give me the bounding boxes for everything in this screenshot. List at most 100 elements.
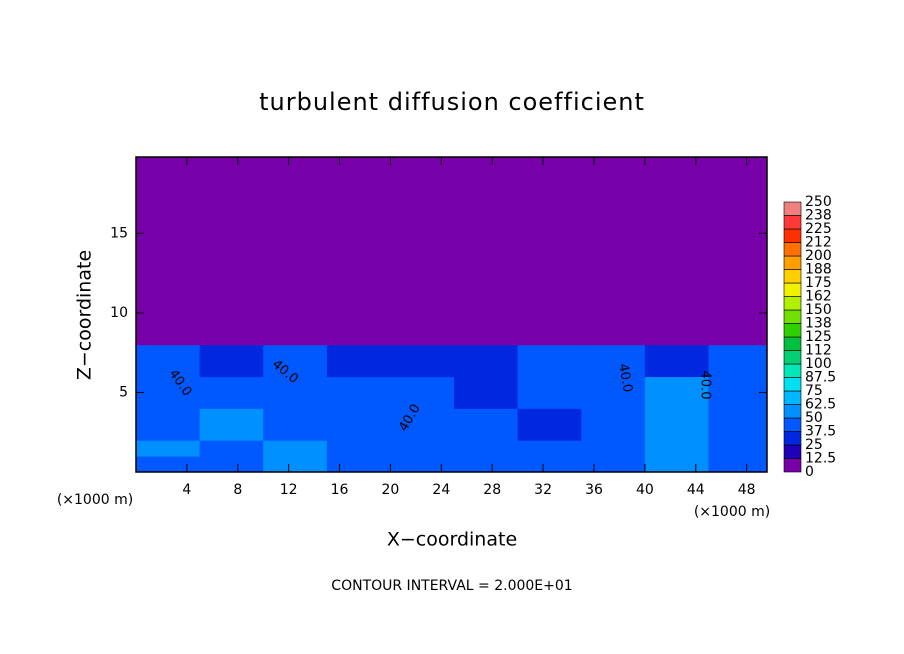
colorbar-swatch (783, 363, 802, 378)
heatmap-cell (581, 376, 646, 409)
heatmap-cell (454, 408, 519, 441)
y-tick-label: 10 (110, 305, 128, 321)
colorbar-label: 138 (805, 316, 832, 332)
heatmap-cell (581, 157, 646, 346)
heatmap-cell (517, 440, 582, 457)
heatmap-cell (708, 157, 768, 346)
colorbar-label: 87.5 (805, 370, 836, 386)
colorbar-label: 37.5 (805, 424, 836, 440)
colorbar-label: 150 (805, 302, 832, 318)
heatmap-cell (390, 440, 455, 457)
colorbar-label: 162 (805, 289, 832, 305)
colorbar-label: 0 (805, 464, 814, 480)
contour-label: 40.0 (698, 371, 713, 400)
heatmap-cell (454, 440, 519, 457)
heatmap-cell (454, 344, 519, 378)
colorbar-label: 100 (805, 356, 832, 372)
colorbar-label: 25 (805, 437, 823, 453)
heatmap-cell (644, 456, 709, 473)
colorbar-swatch (783, 215, 802, 230)
colorbar-swatch (783, 417, 802, 432)
heatmap-cell (708, 408, 768, 441)
colorbar-swatch (783, 404, 802, 419)
heatmap-cell (517, 408, 582, 441)
colorbar-swatch (783, 228, 802, 243)
colorbar-swatch (783, 377, 802, 392)
heatmap-cell (326, 157, 391, 346)
x-tick-label: 48 (738, 482, 756, 498)
heatmap-cell (390, 344, 455, 378)
colorbar-swatch (783, 336, 802, 351)
colorbar-label: 75 (805, 383, 823, 399)
heatmap-cell (263, 408, 328, 441)
heatmap-cell (136, 456, 201, 473)
y-tick-label: 5 (119, 384, 128, 400)
x-axis-label: X−coordinate (387, 529, 517, 551)
colorbar-label: 250 (805, 194, 832, 210)
heatmap-cell (581, 440, 646, 457)
colorbar-swatch (783, 390, 802, 405)
heatmap-cell (326, 376, 391, 409)
heatmap-cell (326, 440, 391, 457)
heatmap-cell (517, 456, 582, 473)
colorbar-swatch (783, 444, 802, 459)
colorbar-swatch (783, 350, 802, 365)
heatmap-cell (199, 157, 264, 346)
heatmap-cell (581, 456, 646, 473)
chart-title: turbulent diffusion coefficient (259, 88, 645, 116)
colorbar-label: 50 (805, 410, 823, 426)
colorbar-swatch (783, 431, 802, 446)
colorbar-swatch (783, 242, 802, 257)
heatmap-cell (644, 344, 709, 378)
heatmap-cell (263, 344, 328, 378)
colorbar-label: 125 (805, 329, 832, 345)
x-tick-label: 32 (534, 482, 552, 498)
heatmap-cell (517, 344, 582, 378)
heatmap-cell (517, 376, 582, 409)
heatmap-cell (199, 440, 264, 457)
colorbar-swatch (783, 458, 802, 473)
y-tick-label: 15 (110, 225, 128, 241)
heatmap-cell (136, 440, 201, 457)
x-tick-label: 40 (636, 482, 654, 498)
x-tick-label: 44 (687, 482, 705, 498)
colorbar-swatch (783, 296, 802, 311)
colorbar-label: 225 (805, 221, 832, 237)
heatmap-cell (517, 157, 582, 346)
colorbar-swatch (783, 282, 802, 297)
heatmap-cell (644, 440, 709, 457)
colorbar-label: 238 (805, 208, 832, 224)
contour-note: CONTOUR INTERVAL = 2.000E+01 (331, 578, 572, 594)
heatmap-cell (263, 157, 328, 346)
heatmap-cell (263, 456, 328, 473)
colorbar-label: 200 (805, 248, 832, 264)
heatmap-cell (326, 456, 391, 473)
heatmap-cell (454, 456, 519, 473)
heatmap-cell (708, 456, 768, 473)
heatmap-cell (708, 376, 768, 409)
heatmap-cell (136, 408, 201, 441)
colorbar-label: 62.5 (805, 397, 836, 413)
x-tick-label: 8 (233, 482, 242, 498)
heatmap-cell (136, 344, 201, 378)
heatmap-cell (390, 408, 455, 441)
heatmap-cell (199, 456, 264, 473)
heatmap-cell (136, 376, 201, 409)
heatmap-cell (644, 376, 709, 409)
heatmap-cell (390, 456, 455, 473)
colorbar-label: 175 (805, 275, 832, 291)
heatmap-cell (326, 408, 391, 441)
x-tick-label: 24 (432, 482, 450, 498)
x-tick-label: 12 (280, 482, 298, 498)
heatmap-cell (708, 440, 768, 457)
x-unit: (×1000 m) (694, 504, 770, 520)
heatmap-cell (581, 344, 646, 378)
y-axis-label: Z−coordinate (74, 250, 96, 380)
heatmap-cell (326, 344, 391, 378)
heatmap-cell (644, 157, 709, 346)
x-tick-label: 28 (483, 482, 501, 498)
y-unit: (×1000 m) (57, 492, 133, 508)
heatmap-cell (644, 408, 709, 441)
